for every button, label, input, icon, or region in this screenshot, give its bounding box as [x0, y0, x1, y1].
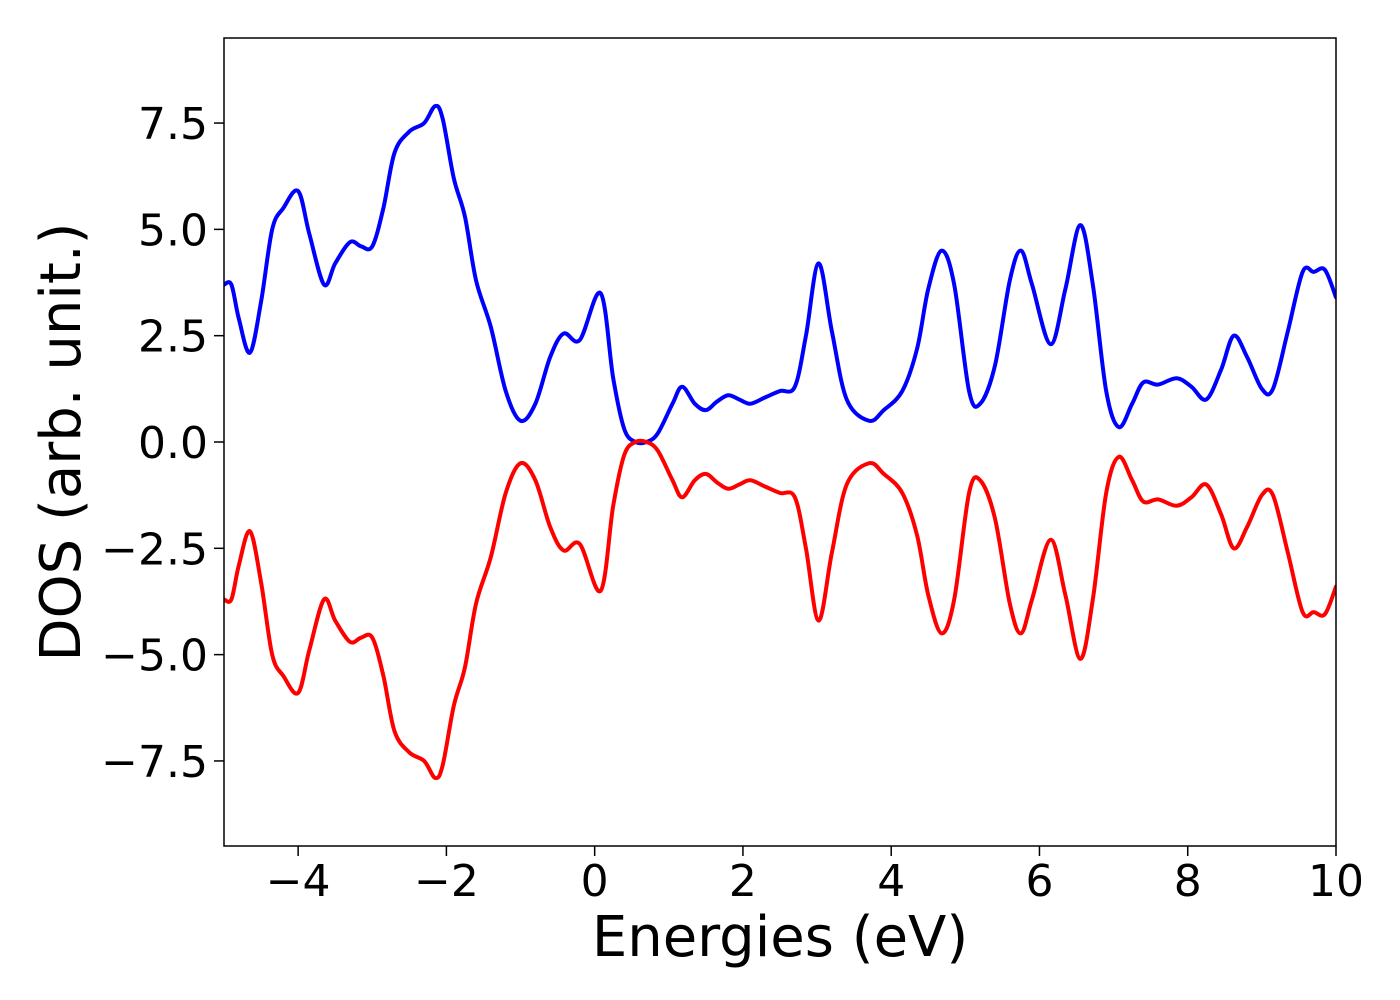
y-tick-label: 7.5: [138, 99, 208, 150]
y-tick-label: −7.5: [101, 737, 208, 788]
series-layer: [224, 103, 1336, 781]
dos-series-line-2: [224, 438, 1336, 781]
y-tick-label: 5.0: [138, 205, 208, 256]
x-tick-label: 4: [877, 856, 905, 907]
y-tick-label: −2.5: [101, 524, 208, 575]
y-tick-label: −5.0: [101, 631, 208, 682]
y-axis-ticks: 7.5 5.0 2.5 0.0 −2.5 −5.0 −7.5: [101, 99, 224, 788]
x-axis-label: Energies (eV): [592, 905, 968, 970]
y-tick-label: 0.0: [138, 418, 208, 469]
x-tick-label: 10: [1308, 856, 1364, 907]
y-tick-label: 2.5: [138, 312, 208, 363]
x-tick-label: 2: [729, 856, 757, 907]
x-tick-label: −4: [266, 856, 331, 907]
x-tick-label: 0: [581, 856, 609, 907]
dos-series-line-1: [224, 103, 1336, 446]
x-axis-ticks: −4 −2 0 2 4 6 8 10: [266, 846, 1364, 907]
x-tick-label: 8: [1174, 856, 1202, 907]
y-axis-label: DOS (arb. unit.): [29, 222, 94, 661]
x-tick-label: −2: [414, 856, 479, 907]
x-tick-label: 6: [1025, 856, 1053, 907]
